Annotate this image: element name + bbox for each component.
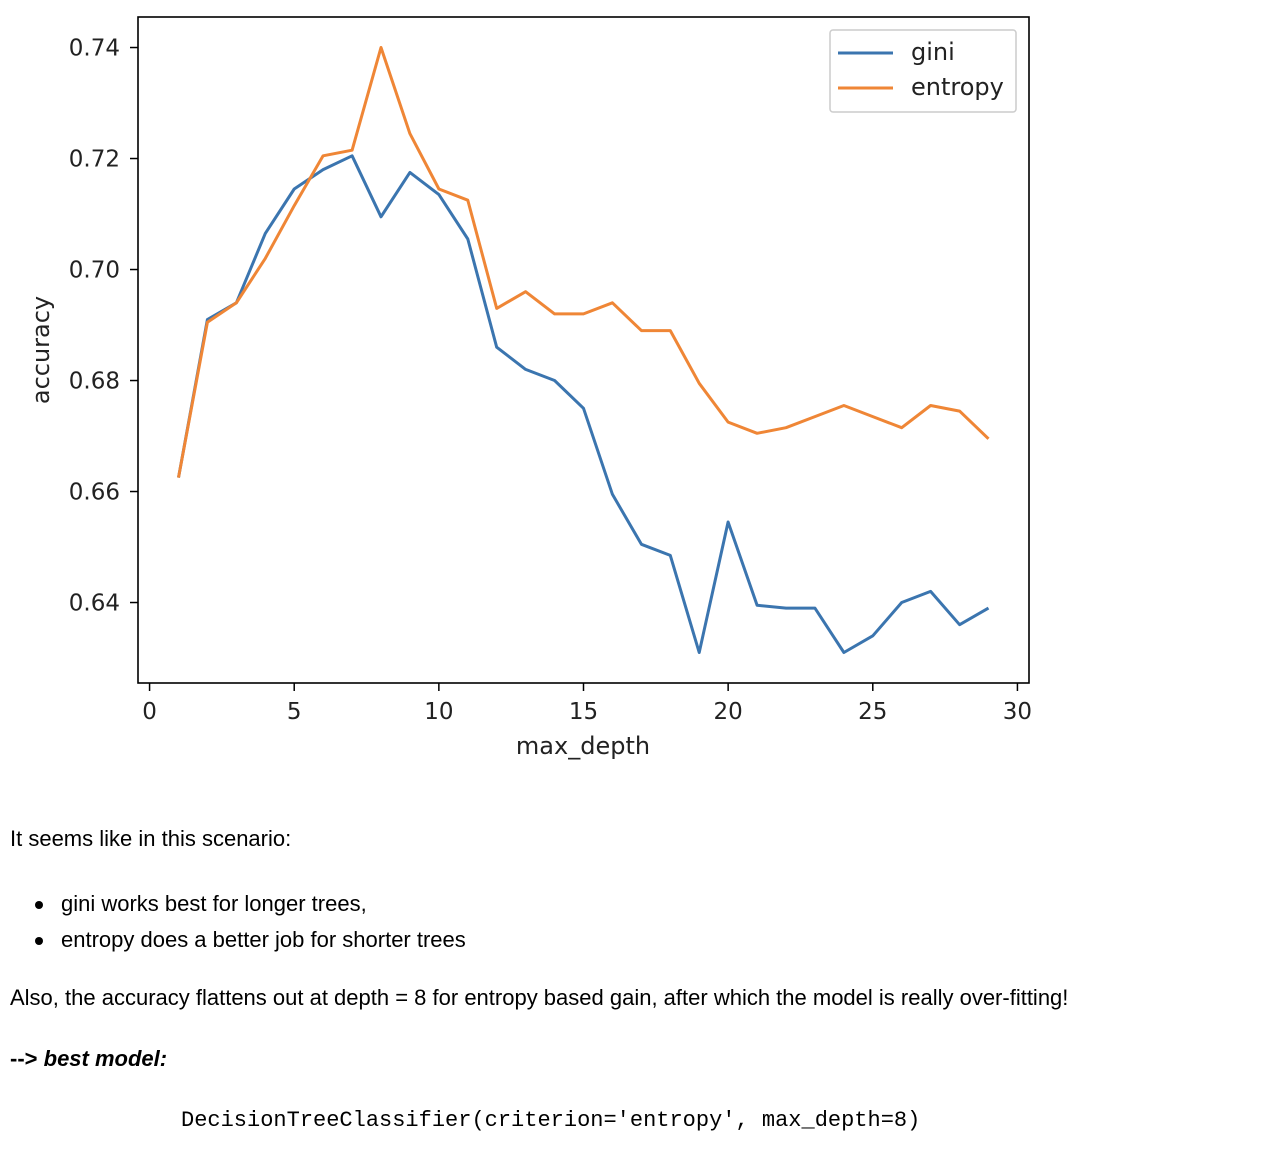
series-line-gini: [177, 154, 990, 654]
x-tick-label: 25: [858, 699, 887, 725]
list-item: entropy does a better job for shorter tr…: [33, 922, 466, 958]
code-snippet: DecisionTreeClassifier(criterion='entrop…: [181, 1108, 921, 1133]
arrow-text: -->: [10, 1046, 38, 1071]
x-tick-label: 5: [287, 699, 302, 725]
y-tick-label: 0.70: [69, 258, 120, 284]
intro-text: It seems like in this scenario:: [10, 826, 292, 851]
x-tick-label: 20: [714, 699, 743, 725]
y-tick-label: 0.72: [69, 147, 120, 173]
y-axis-label: accuracy: [27, 296, 55, 404]
y-axis-ticks: 0.64 0.66 0.68 0.70 0.72 0.74: [69, 36, 138, 617]
legend-box: [829, 29, 1017, 113]
x-tick-label: 10: [424, 699, 453, 725]
plot-frame: [137, 16, 1030, 684]
x-tick-label: 0: [142, 699, 157, 725]
observation-list: gini works best for longer trees, entrop…: [33, 886, 466, 958]
series-line-entropy: [177, 46, 990, 478]
legend-entropy-label: entropy: [911, 73, 1004, 101]
y-tick-label: 0.64: [69, 591, 120, 617]
y-tick-label: 0.68: [69, 369, 120, 395]
legend-gini-label: gini: [911, 38, 955, 66]
y-tick-label: 0.66: [69, 480, 120, 506]
list-item: gini works best for longer trees,: [33, 886, 466, 922]
conclusion-text: Also, the accuracy flattens out at depth…: [10, 985, 1069, 1010]
legend: gini entropy: [829, 29, 1017, 113]
x-axis-label: max_depth: [516, 732, 650, 760]
x-tick-label: 15: [569, 699, 598, 725]
x-axis-ticks: 0 5 10 15 20 25 30: [142, 683, 1032, 725]
best-model-heading: --> best model:: [10, 1046, 167, 1072]
accuracy-line-chart: 0 5 10 15 20 25 30 0.64 0.66 0.68 0.70 0.72 0.74 ma…: [27, 16, 1032, 760]
plot-layer: [177, 46, 990, 654]
y-tick-label: 0.74: [69, 36, 120, 62]
x-tick-label: 30: [1003, 699, 1032, 725]
best-model-label: best model:: [43, 1046, 168, 1071]
